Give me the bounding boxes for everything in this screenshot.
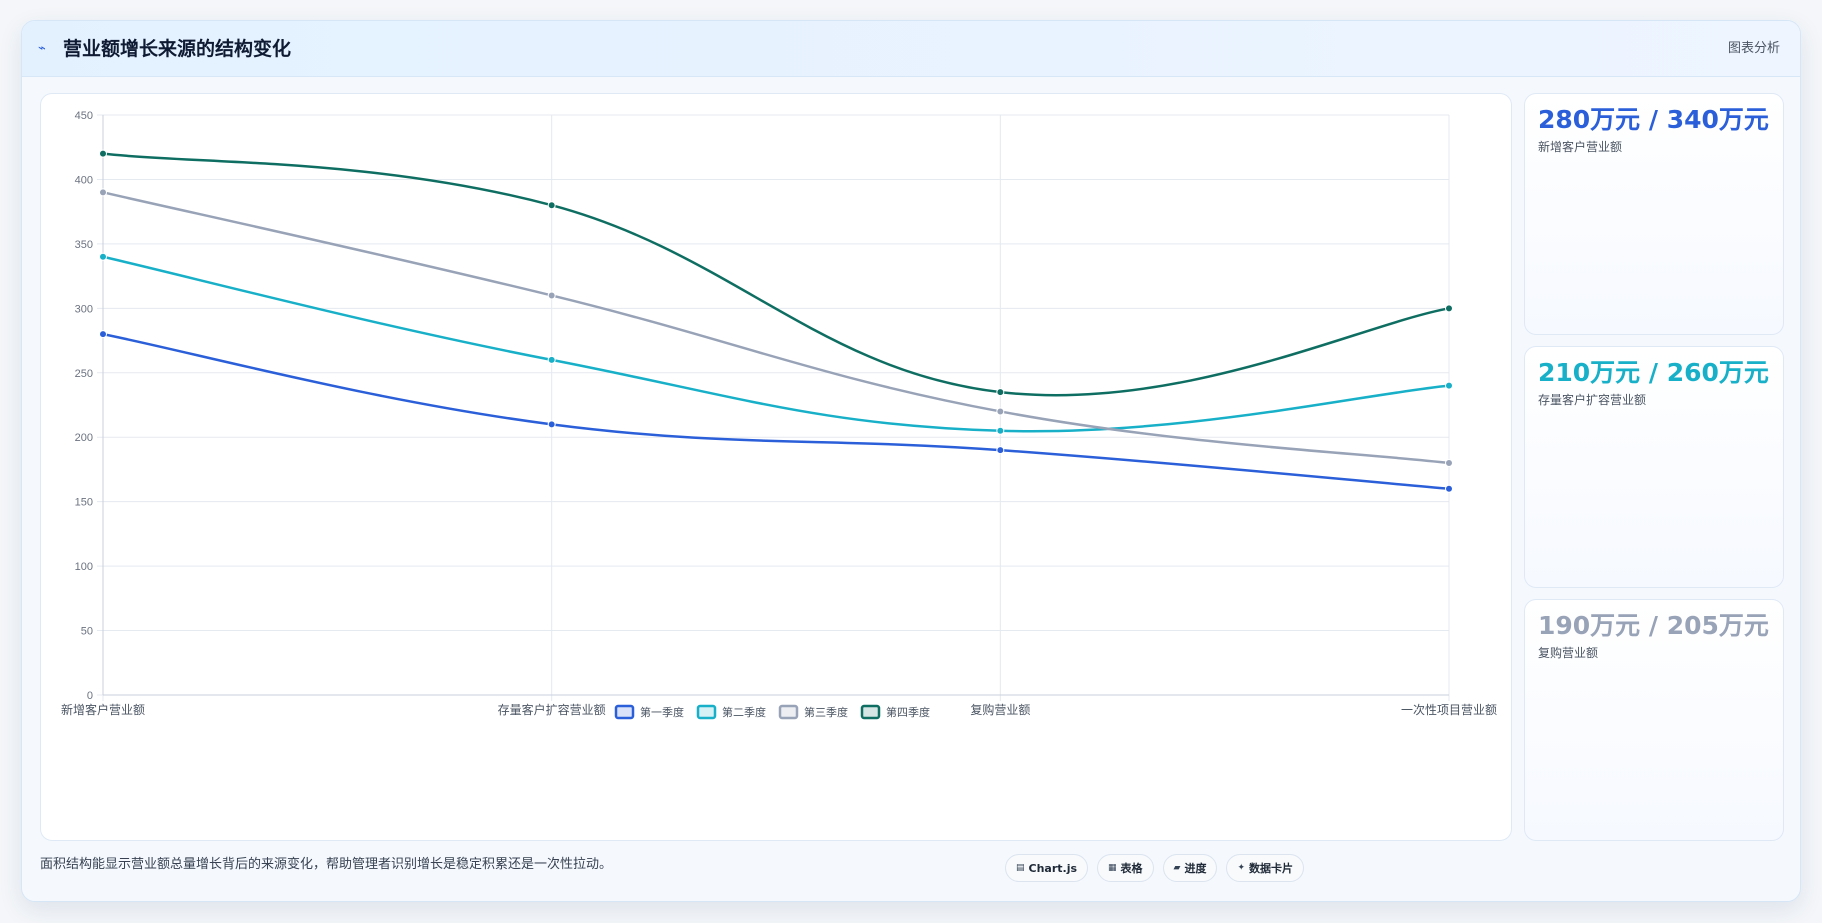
legend-label: 第二季度	[722, 705, 766, 719]
kpi-value: 190万元 / 205万元	[1538, 611, 1769, 640]
x-tick-label: 一次性项目营业额	[1401, 703, 1497, 717]
data-point	[996, 426, 1005, 435]
y-tick-label: 300	[75, 303, 93, 315]
data-card-chip[interactable]: ✦ 数据卡片	[1226, 854, 1305, 882]
y-tick-label: 150	[75, 497, 93, 509]
series-line-1	[102, 332, 1450, 491]
y-tick-label: 0	[87, 690, 93, 702]
y-tick-label: 250	[75, 368, 93, 380]
data-point	[1445, 304, 1453, 313]
data-point	[547, 201, 556, 210]
legend-swatch	[778, 704, 799, 720]
data-point	[996, 388, 1005, 397]
data-point	[996, 407, 1005, 416]
chart-analysis-link[interactable]: 图表分析	[1727, 41, 1780, 56]
data-point	[1445, 459, 1453, 467]
card-icon: ✦	[1237, 863, 1246, 873]
tool-chips: ▤ Chart.js ▦ 表格 ▰ 进度 ✦ 数据卡片	[1005, 854, 1305, 882]
chip-label: 数据卡片	[1249, 862, 1294, 875]
data-point	[547, 420, 556, 429]
legend-label: 第四季度	[886, 705, 930, 719]
y-tick-label: 100	[75, 561, 93, 573]
y-tick-label: 400	[75, 174, 93, 186]
x-tick-label: 新增客户营业额	[61, 702, 145, 717]
chip-label: 表格	[1120, 862, 1143, 875]
table-chip[interactable]: ▦ 表格	[1097, 854, 1154, 882]
legend-swatch	[860, 704, 881, 720]
kpi-label: 新增客户营业额	[1538, 140, 1623, 154]
trend-icon: ⌁	[38, 41, 46, 56]
legend-swatch	[614, 704, 635, 720]
data-point	[996, 446, 1005, 455]
legend-label: 第一季度	[640, 705, 684, 719]
chartjs-chip[interactable]: ▤ Chart.js	[1005, 854, 1089, 882]
y-tick-label: 50	[81, 626, 93, 638]
footer-description: 面积结构能显示营业额总量增长背后的来源变化，帮助管理者识别增长是稳定积累还是一次…	[40, 857, 613, 872]
card-header: ⌁ 营业额增长来源的结构变化 图表分析	[22, 21, 1800, 77]
kpi-value: 280万元 / 340万元	[1538, 105, 1769, 134]
data-point	[547, 291, 556, 300]
data-point	[547, 355, 556, 364]
chart-card: ⌁ 营业额增长来源的结构变化 图表分析 0 50 100 150 200 250 300 35…	[21, 20, 1801, 902]
kpi-card-existing-expansion: 210万元 / 260万元 存量客户扩容营业额	[1524, 346, 1784, 588]
series-line-3	[102, 191, 1450, 465]
y-tick-label: 450	[75, 110, 93, 122]
kpi-value: 210万元 / 260万元	[1538, 358, 1769, 387]
chip-label: Chart.js	[1028, 861, 1078, 875]
table-icon: ▦	[1108, 863, 1117, 873]
line-chart: 0 50 100 150 200 250 300 350 400 450 新增客户营业额 存量客户扩容…	[61, 110, 1497, 720]
kpi-card-repurchase: 190万元 / 205万元 复购营业额	[1524, 599, 1784, 841]
data-point	[1445, 484, 1453, 493]
kpi-label: 存量客户扩容营业额	[1538, 393, 1647, 407]
y-tick-label: 200	[75, 432, 93, 444]
data-point	[99, 252, 107, 261]
progress-icon: ▰	[1173, 863, 1181, 873]
data-point	[1445, 381, 1453, 390]
progress-chip[interactable]: ▰ 进度	[1162, 854, 1218, 882]
data-point	[99, 188, 107, 197]
y-tick-label: 350	[75, 239, 93, 251]
chart-icon: ▤	[1016, 863, 1025, 873]
kpi-card-new-customer: 280万元 / 340万元 新增客户营业额	[1524, 93, 1784, 335]
legend-label: 第三季度	[804, 705, 848, 719]
kpi-label: 复购营业额	[1538, 646, 1599, 660]
legend-swatch	[696, 704, 717, 720]
data-point	[99, 330, 107, 339]
series-line-4	[102, 152, 1450, 397]
chip-label: 进度	[1184, 862, 1207, 875]
x-tick-label: 复购营业额	[970, 702, 1030, 717]
x-tick-label: 存量客户扩容营业额	[498, 702, 606, 717]
series-line-2	[102, 255, 1450, 433]
page-title: 营业额增长来源的结构变化	[63, 38, 292, 60]
data-point	[99, 149, 107, 158]
chart-panel: 0 50 100 150 200 250 300 350 400 450 新增客户营业额 存量客户扩容…	[40, 93, 1512, 841]
